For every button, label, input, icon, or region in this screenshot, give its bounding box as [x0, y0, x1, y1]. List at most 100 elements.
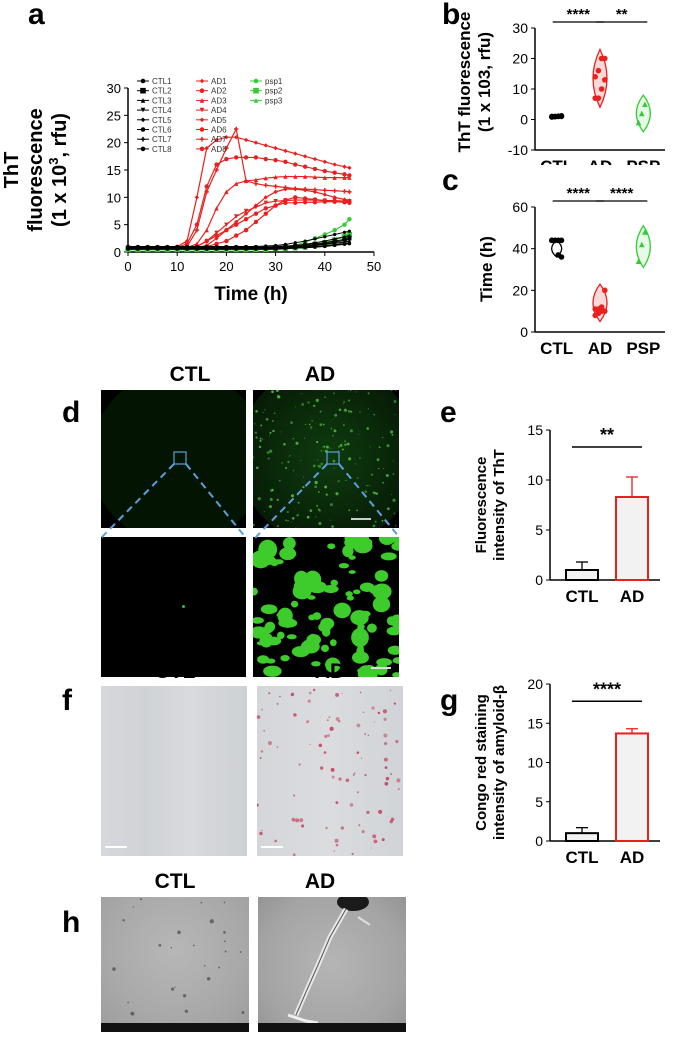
fluor-speck — [339, 444, 343, 447]
point-AD7 — [204, 189, 209, 195]
legend-marker-CTL3 — [140, 98, 146, 103]
point-AD1 — [204, 145, 209, 151]
legend-marker-AD3 — [199, 98, 205, 103]
fluor-speck — [347, 399, 351, 402]
y-tick-label-e: 15 — [527, 422, 543, 438]
point-b-CTL — [558, 113, 565, 120]
fluor-speck — [315, 516, 317, 518]
micrograph-f-ad — [257, 686, 403, 856]
fluor-speck — [394, 525, 397, 527]
point-c-CTL — [558, 237, 565, 244]
point-AD8 — [302, 200, 308, 205]
fluor-aggregate — [386, 626, 399, 636]
fluor-speck — [264, 409, 266, 411]
fluor-speck — [331, 525, 334, 528]
congo-red-deposit — [353, 772, 356, 775]
caption-h-ctl: CTL — [154, 870, 196, 893]
point-AD1 — [224, 135, 229, 140]
y-axis-label-g-line2: intensity of amyloid-β — [491, 685, 508, 840]
point-AD2 — [332, 170, 337, 175]
fluor-aggregate — [391, 542, 399, 551]
fluor-speck — [279, 480, 281, 482]
point-AD6 — [253, 219, 259, 225]
point-CTL8 — [195, 247, 199, 251]
point-AD8 — [347, 199, 352, 204]
fluor-aggregate — [392, 657, 399, 664]
fluor-aggregate — [318, 622, 332, 633]
fluor-aggregate — [286, 634, 297, 640]
fluor-aggregate — [280, 654, 290, 662]
fluor-speck — [317, 459, 319, 461]
fluor-speck — [392, 460, 394, 462]
point-CTL8 — [347, 241, 351, 245]
y-axis-label-e-line1: Fluorescence — [473, 457, 490, 554]
y-tick-label-e: 10 — [527, 472, 543, 488]
fluor-speck — [333, 429, 337, 433]
fluor-aggregate — [253, 587, 258, 596]
point-AD5 — [263, 195, 268, 200]
x-tick-label-b: AD — [588, 157, 613, 165]
panel-letter-d: d — [62, 396, 81, 429]
fluor-speck — [350, 390, 352, 392]
bar-g-CTL — [565, 832, 599, 842]
point-AD7 — [234, 126, 239, 132]
y-axis-label-e: Fluorescenceintensity of ThT — [473, 449, 508, 561]
fluor-aggregate — [263, 665, 282, 677]
fluor-speck — [366, 427, 369, 430]
point-AD8 — [224, 227, 229, 233]
legend-label-AD4: AD4 — [211, 106, 227, 115]
fluor-speck — [374, 520, 377, 523]
fluor-speck — [312, 464, 316, 468]
point-AD7 — [224, 145, 229, 151]
y-tick-label-b: 0 — [520, 112, 528, 128]
point-CTL8 — [293, 246, 297, 250]
tem-particle — [170, 987, 175, 991]
legend-marker-AD5 — [199, 117, 205, 123]
fluor-speck — [267, 457, 270, 460]
x-tick-label-a: 40 — [318, 259, 332, 274]
legend-label-CTL6: CTL6 — [152, 126, 172, 135]
fluor-aggregate — [378, 537, 396, 545]
fluor-speck — [325, 493, 328, 496]
point-AD2 — [342, 172, 347, 177]
x-tick-label-a: 50 — [367, 259, 381, 274]
caption-f-ad: AD — [314, 660, 346, 683]
fluor-speck — [255, 409, 258, 413]
chart-c-time-violin: 0 20 40 60 CTL AD PSP **** **** Time (h) — [477, 185, 665, 358]
fluor-aggregate — [345, 591, 353, 597]
fluor-speck — [324, 485, 328, 489]
point-CTL1 — [313, 237, 317, 241]
congo-red-deposit — [372, 834, 377, 839]
tem-particle — [122, 919, 125, 922]
fluor-speck — [316, 440, 319, 444]
y-tick-label-c: 40 — [512, 241, 528, 257]
panel-letter-e: e — [440, 396, 457, 429]
fluor-speck — [373, 413, 376, 416]
fluor-speck — [395, 390, 397, 392]
fluor-speck — [268, 449, 273, 453]
fluor-speck — [364, 490, 368, 493]
legend-marker-CTL1 — [140, 78, 146, 84]
fluor-speck — [394, 413, 396, 416]
fluor-aggregate — [369, 585, 386, 595]
fluor-speck — [393, 512, 396, 514]
congo-red-deposit — [362, 711, 365, 713]
x-tick-label-a: 30 — [268, 259, 282, 274]
point-CTL8 — [165, 247, 169, 251]
point-AD2 — [283, 159, 288, 164]
legend-label-AD6: AD6 — [211, 126, 227, 135]
congo-red-deposit — [312, 688, 316, 692]
fluor-speck — [297, 501, 300, 504]
point-AD5 — [273, 189, 278, 195]
fluor-aggregate — [283, 537, 296, 550]
point-CTL5 — [303, 242, 307, 246]
fluor-speck — [376, 458, 380, 462]
fluor-speck — [314, 480, 318, 485]
x-tick-label-g: CTL — [565, 848, 598, 867]
fluor-speck — [329, 503, 333, 507]
fluor-speck — [345, 479, 347, 482]
point-AD3 — [322, 175, 327, 180]
point-AD4 — [224, 222, 229, 227]
fluor-speck — [319, 410, 322, 413]
congo-red-deposit — [382, 709, 388, 714]
